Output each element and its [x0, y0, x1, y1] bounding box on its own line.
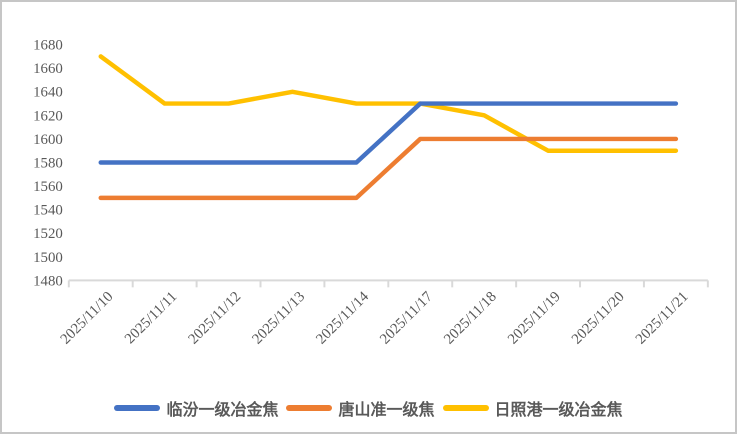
y-axis-label: 1540: [33, 203, 63, 219]
series-line-2: [98, 54, 679, 153]
x-axis-label: 2025/11/14: [313, 288, 372, 347]
series-line-0: [98, 101, 679, 165]
x-axis-label: 2025/11/20: [569, 289, 628, 348]
series-line-1: [98, 136, 679, 201]
x-axis-label: 2025/11/18: [441, 289, 500, 348]
y-axis-label: 1620: [33, 108, 63, 124]
y-axis-label: 1580: [33, 155, 63, 171]
legend-item-tangshan: 唐山准一级焦: [286, 396, 435, 420]
y-axis-label: 1520: [33, 226, 63, 242]
x-axis-label: 2025/11/12: [185, 289, 244, 348]
legend-label: 日照港一级冶金焦: [494, 402, 623, 419]
legend-label: 唐山准一级焦: [338, 402, 435, 419]
x-axis-label: 2025/11/19: [505, 289, 564, 348]
y-axis-label: 1500: [33, 250, 63, 266]
legend-line-swatch: [286, 405, 333, 411]
y-axis-label: 1680: [33, 38, 63, 54]
legend-line-swatch: [442, 405, 489, 411]
x-axis-label: 2025/11/13: [249, 289, 308, 348]
legend-item-linfen: 临汾一级冶金焦: [114, 396, 278, 420]
y-axis-label: 1560: [33, 179, 63, 195]
y-axis-label: 1640: [33, 85, 63, 101]
x-axis-label: 2025/11/11: [122, 289, 180, 347]
chart-legend: 临汾一级冶金焦 唐山准一级焦 日照港一级冶金焦: [2, 396, 735, 420]
y-axis-label: 1480: [33, 273, 63, 289]
x-axis-label: 2025/11/21: [633, 289, 692, 348]
legend-label: 临汾一级冶金焦: [166, 402, 279, 419]
y-axis-label: 1660: [33, 61, 63, 77]
y-axis-label: 1600: [33, 132, 63, 148]
legend-item-rizhao: 日照港一级冶金焦: [442, 396, 623, 420]
x-axis-label: 2025/11/17: [377, 289, 436, 348]
legend-line-swatch: [114, 405, 161, 411]
x-axis-label: 2025/11/10: [58, 289, 117, 348]
